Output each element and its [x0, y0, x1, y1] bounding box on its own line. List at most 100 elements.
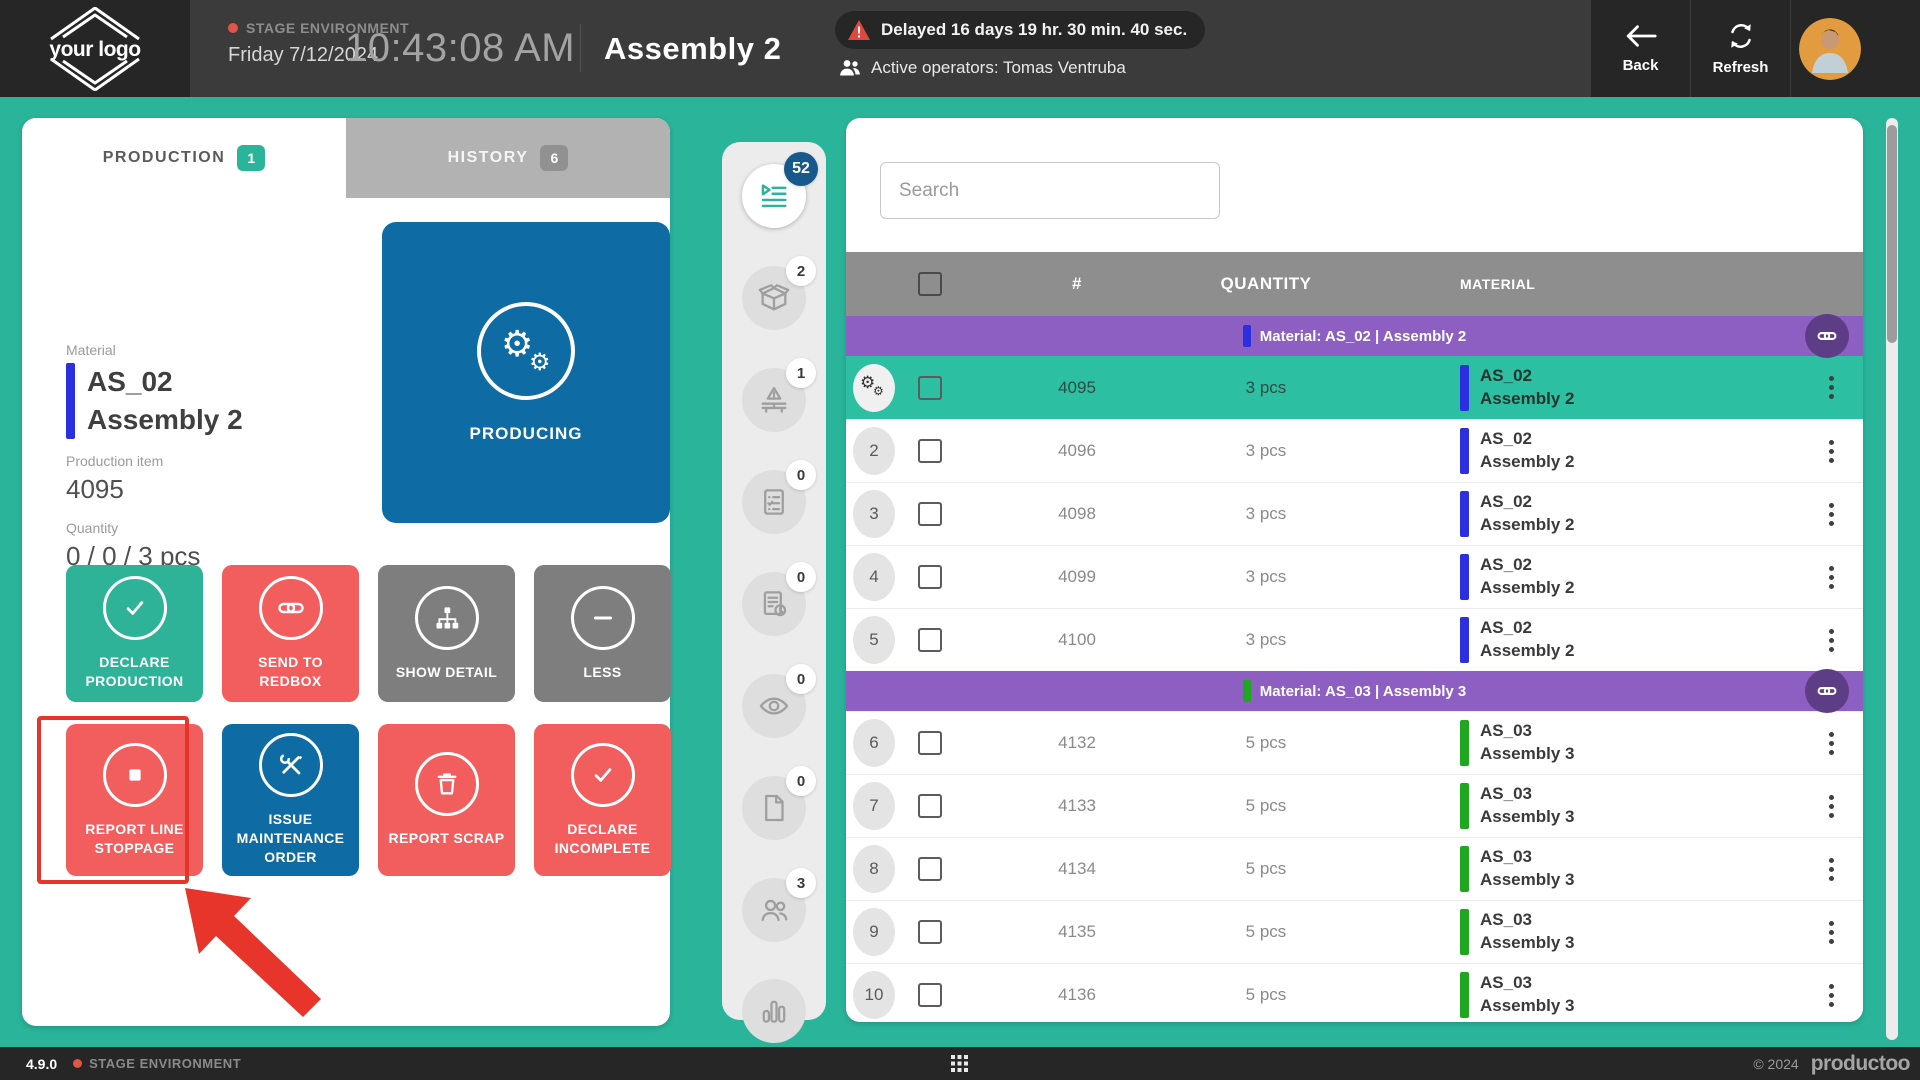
rail-work-queue[interactable]: 52 — [742, 152, 818, 228]
row-menu-button[interactable] — [1828, 511, 1834, 517]
table-row[interactable]: 6 4132 5 pcs AS_03 Assembly 3 — [846, 711, 1863, 774]
row-checkbox[interactable] — [918, 857, 942, 881]
row-menu-button[interactable] — [1828, 385, 1834, 390]
issue-maintenance-order-button[interactable]: ISSUE MAINTENANCE ORDER — [222, 724, 359, 876]
row-quantity: 3 pcs — [1245, 630, 1287, 649]
table-row[interactable]: 3 4098 3 pcs AS_02 Assembly 2 — [846, 482, 1863, 545]
table-row[interactable]: 8 4134 5 pcs AS_03 Assembly 3 — [846, 837, 1863, 900]
row-menu-button[interactable] — [1828, 866, 1834, 872]
less-button[interactable]: LESS — [534, 565, 671, 702]
row-checkbox[interactable] — [918, 794, 942, 818]
rail-work-instructions[interactable]: 0 — [742, 562, 816, 636]
row-menu-button[interactable] — [1828, 992, 1834, 998]
rail-badge: 0 — [786, 766, 816, 796]
column-quantity: QUANTITY — [1220, 274, 1312, 293]
rail-machine-issues[interactable]: 1 — [742, 358, 816, 432]
rail-operators[interactable]: 3 — [742, 868, 816, 942]
row-menu-button[interactable] — [1828, 448, 1834, 454]
material-name: Assembly 2 — [1480, 388, 1575, 408]
material-color-bar — [1460, 783, 1469, 829]
row-checkbox[interactable] — [918, 375, 942, 400]
show-detail-button[interactable]: SHOW DETAIL — [378, 565, 515, 702]
production-item-value: 4095 — [66, 473, 124, 504]
tab-production-count: 1 — [237, 145, 266, 171]
row-number: 2 — [853, 427, 895, 475]
row-quantity: 5 pcs — [1245, 985, 1287, 1004]
row-menu-button[interactable] — [1828, 929, 1834, 935]
user-avatar[interactable] — [1799, 17, 1861, 80]
rail-checklists[interactable]: 0 — [742, 460, 816, 534]
declare-production-button[interactable]: DECLARE PRODUCTION — [66, 565, 203, 702]
table-row[interactable]: ⚙ ⚙ 4095 3 pcs AS_02 Assembly 2 — [846, 356, 1863, 419]
material-name: Assembly 2 — [1480, 641, 1575, 660]
refresh-button[interactable]: Refresh — [1690, 0, 1790, 97]
table-row[interactable]: 4 4099 3 pcs AS_02 Assembly 2 — [846, 545, 1863, 608]
producing-label: PRODUCING — [469, 423, 583, 443]
header-divider — [580, 24, 581, 72]
row-menu-button[interactable] — [1828, 803, 1834, 809]
declare-incomplete-button[interactable]: DECLARE INCOMPLETE — [534, 724, 671, 876]
tab-history[interactable]: HISTORY 6 — [346, 118, 670, 198]
material-code: AS_02 — [1480, 618, 1532, 638]
material-name: Assembly 3 — [1480, 996, 1575, 1015]
delay-status-text: Delayed 16 days 19 hr. 30 min. 40 sec. — [881, 20, 1188, 39]
material-code: AS_03 — [1480, 847, 1532, 867]
rail-visual-inspection[interactable]: 0 — [742, 664, 816, 738]
table-row[interactable]: 9 4135 5 pcs AS_03 Assembly 3 — [846, 900, 1863, 963]
group-link-button[interactable] — [1805, 669, 1849, 713]
rail-packaging[interactable]: 2 — [742, 256, 816, 330]
material-name: Assembly 3 — [1480, 933, 1575, 952]
select-all-checkbox[interactable] — [918, 272, 942, 296]
company-logo[interactable]: your logo — [0, 0, 190, 97]
material-code: AS_03 — [1480, 910, 1532, 930]
producing-status-card[interactable]: ⚙ ⚙ PRODUCING — [382, 222, 670, 523]
footer-bar: 4.9.0 STAGE ENVIRONMENT © 2024 productoo — [0, 1047, 1920, 1080]
row-checkbox[interactable] — [918, 731, 942, 755]
report-scrap-button[interactable]: REPORT SCRAP — [378, 724, 515, 876]
send-to-redbox-button[interactable]: SEND TO REDBOX — [222, 565, 359, 702]
table-row[interactable]: 5 4100 3 pcs AS_02 Assembly 2 — [846, 608, 1863, 671]
production-panel: PRODUCTION 1 HISTORY 6 Material AS_02 As… — [22, 118, 671, 1026]
material-name: Assembly 2 — [1480, 515, 1575, 534]
row-number: 4 — [853, 553, 895, 601]
search-input[interactable] — [880, 162, 1220, 219]
active-operators-text: Active operators: Tomas Ventruba — [871, 58, 1126, 77]
rail-statistics[interactable] — [742, 979, 806, 1043]
app-grid-button[interactable] — [950, 1054, 969, 1073]
row-checkbox[interactable] — [918, 983, 942, 1007]
material-color-bar — [66, 363, 75, 439]
table-row[interactable]: 10 4136 5 pcs AS_03 Assembly 3 — [846, 963, 1863, 1022]
back-button[interactable]: Back — [1590, 0, 1690, 97]
row-quantity: 3 pcs — [1245, 567, 1287, 586]
row-checkbox[interactable] — [918, 439, 942, 463]
rail-documents[interactable]: 0 — [742, 766, 816, 840]
row-checkbox[interactable] — [918, 502, 942, 526]
rail-badge: 0 — [786, 460, 816, 490]
sitemap-icon — [414, 585, 479, 650]
refresh-label: Refresh — [1712, 59, 1769, 76]
scrollbar-track[interactable] — [1886, 118, 1898, 1040]
producing-gears-icon: ⚙ ⚙ — [477, 301, 575, 400]
tab-production[interactable]: PRODUCTION 1 — [22, 118, 346, 198]
work-queue-panel: # QUANTITY MATERIAL Material: AS_02 | As… — [846, 118, 1863, 1022]
table-row[interactable]: 2 4096 3 pcs AS_02 Assembly 2 — [846, 419, 1863, 482]
row-checkbox[interactable] — [918, 920, 942, 944]
scrollbar-thumb[interactable] — [1887, 125, 1897, 343]
tab-production-label: PRODUCTION — [102, 149, 226, 166]
table-row[interactable]: 7 4133 5 pcs AS_03 Assembly 3 — [846, 774, 1863, 837]
row-quantity: 5 pcs — [1245, 733, 1287, 752]
operators-icon — [840, 60, 860, 76]
material-code: AS_03 — [1480, 784, 1532, 804]
row-menu-button[interactable] — [1828, 637, 1834, 643]
row-menu-button[interactable] — [1828, 574, 1834, 580]
back-arrow-icon — [1626, 25, 1657, 47]
report-line-stoppage-button[interactable]: REPORT LINE STOPPAGE — [66, 724, 203, 876]
row-menu-button[interactable] — [1828, 740, 1834, 746]
row-number: 3 — [853, 490, 895, 538]
material-name: Assembly 2 — [1480, 578, 1575, 597]
row-id: 4098 — [1058, 504, 1096, 523]
trash-icon — [414, 752, 479, 817]
group-link-button[interactable] — [1805, 314, 1849, 358]
row-checkbox[interactable] — [918, 565, 942, 589]
row-checkbox[interactable] — [918, 628, 942, 652]
